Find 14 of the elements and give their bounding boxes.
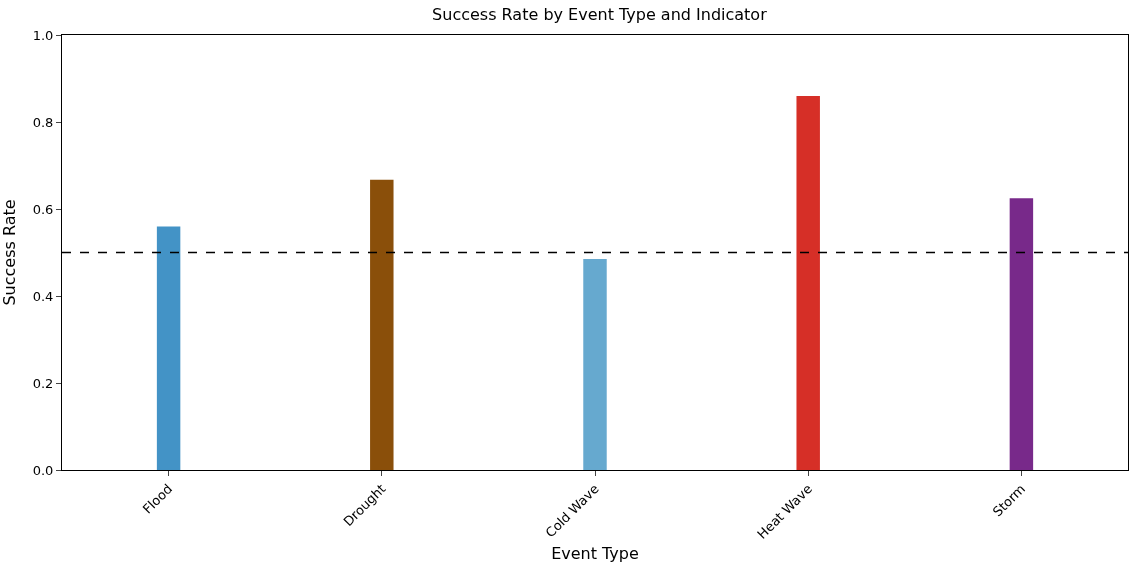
bar [583,259,607,470]
y-tick-label: 0.6 [32,201,54,217]
y-tick-label: 0.8 [32,114,54,130]
chart-title: Success Rate by Event Type and Indicator [432,4,768,24]
bar [1009,198,1034,470]
bar [796,95,820,470]
y-tick-label: 0.2 [32,375,54,391]
bar [370,179,394,470]
bar [156,226,181,470]
y-tick-label: 0.4 [32,288,54,304]
y-tick-label: 0.0 [32,462,54,478]
y-tick-label: 1.0 [32,27,54,43]
x-axis-title: Event Type [551,544,639,563]
y-axis-title: Success Rate [0,199,19,306]
